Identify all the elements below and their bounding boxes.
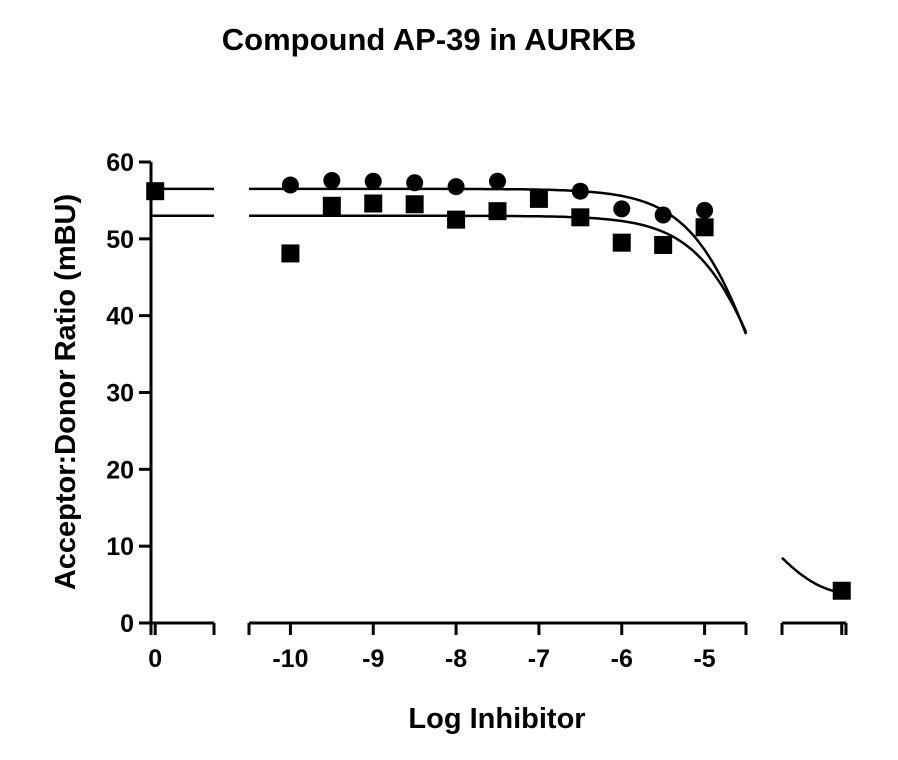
square-point	[529, 189, 548, 208]
square-point	[488, 202, 507, 221]
square-point	[146, 182, 165, 201]
chart-title: Compound AP-39 in AURKB	[221, 22, 637, 57]
y-tick-label: 40	[106, 303, 134, 331]
circle-point	[489, 172, 506, 190]
square-point	[405, 195, 424, 214]
fit-curve	[249, 214, 748, 333]
x-tick-label: -7	[528, 645, 550, 673]
square-point	[695, 218, 714, 237]
y-tick-label: 30	[106, 380, 134, 408]
x-tick-label: -9	[362, 645, 384, 673]
circle-point	[406, 174, 424, 192]
circle-point	[323, 171, 341, 189]
square-point	[364, 194, 383, 213]
data-points	[146, 171, 851, 600]
x-axis-title: Log Inhibitor	[408, 703, 585, 735]
square-point	[322, 196, 341, 215]
fit-curves	[151, 187, 845, 594]
square-point	[832, 581, 851, 600]
y-axis-title: Acceptor:Donor Ratio (mBU)	[50, 194, 82, 590]
square-point	[447, 210, 466, 229]
x-tick-label: -6	[611, 645, 633, 673]
y-tick-label: 20	[106, 456, 134, 484]
circle-point	[281, 176, 299, 194]
y-tick-label: 10	[106, 533, 134, 561]
x-tick-label: -10	[272, 645, 308, 673]
circle-point	[613, 200, 631, 218]
x-tick-label: 0	[148, 645, 162, 673]
x-tick-label: -5	[693, 645, 715, 673]
square-point	[281, 244, 300, 263]
x-tick-label: -8	[445, 645, 467, 673]
square-point	[612, 233, 631, 252]
circle-point	[571, 182, 589, 200]
tick-labels: 0 10 20 30 40 50 60 0 -10 -9 -8 -7 -6 -5	[106, 149, 716, 673]
circle-point	[364, 172, 382, 190]
circle-point	[447, 178, 465, 196]
circle-point	[696, 201, 714, 219]
y-tick-label: 60	[106, 149, 134, 177]
axes	[139, 160, 848, 635]
square-point	[654, 235, 673, 254]
y-tick-label: 0	[120, 610, 134, 638]
y-tick-label: 50	[106, 226, 134, 254]
circle-point	[654, 206, 672, 224]
square-point	[571, 208, 590, 227]
